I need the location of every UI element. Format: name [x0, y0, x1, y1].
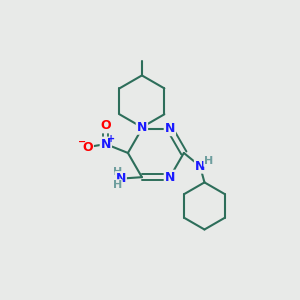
Text: H: H — [112, 167, 122, 177]
Text: O: O — [82, 141, 93, 154]
Text: N: N — [137, 121, 147, 134]
Text: N: N — [165, 171, 175, 184]
Text: H: H — [112, 180, 122, 190]
Text: H: H — [204, 156, 214, 166]
Text: N: N — [116, 172, 126, 185]
Text: N: N — [100, 138, 111, 151]
Text: N: N — [165, 122, 175, 135]
Text: −: − — [78, 137, 86, 147]
Text: +: + — [107, 134, 115, 144]
Text: O: O — [100, 119, 111, 132]
Text: N: N — [195, 160, 205, 173]
